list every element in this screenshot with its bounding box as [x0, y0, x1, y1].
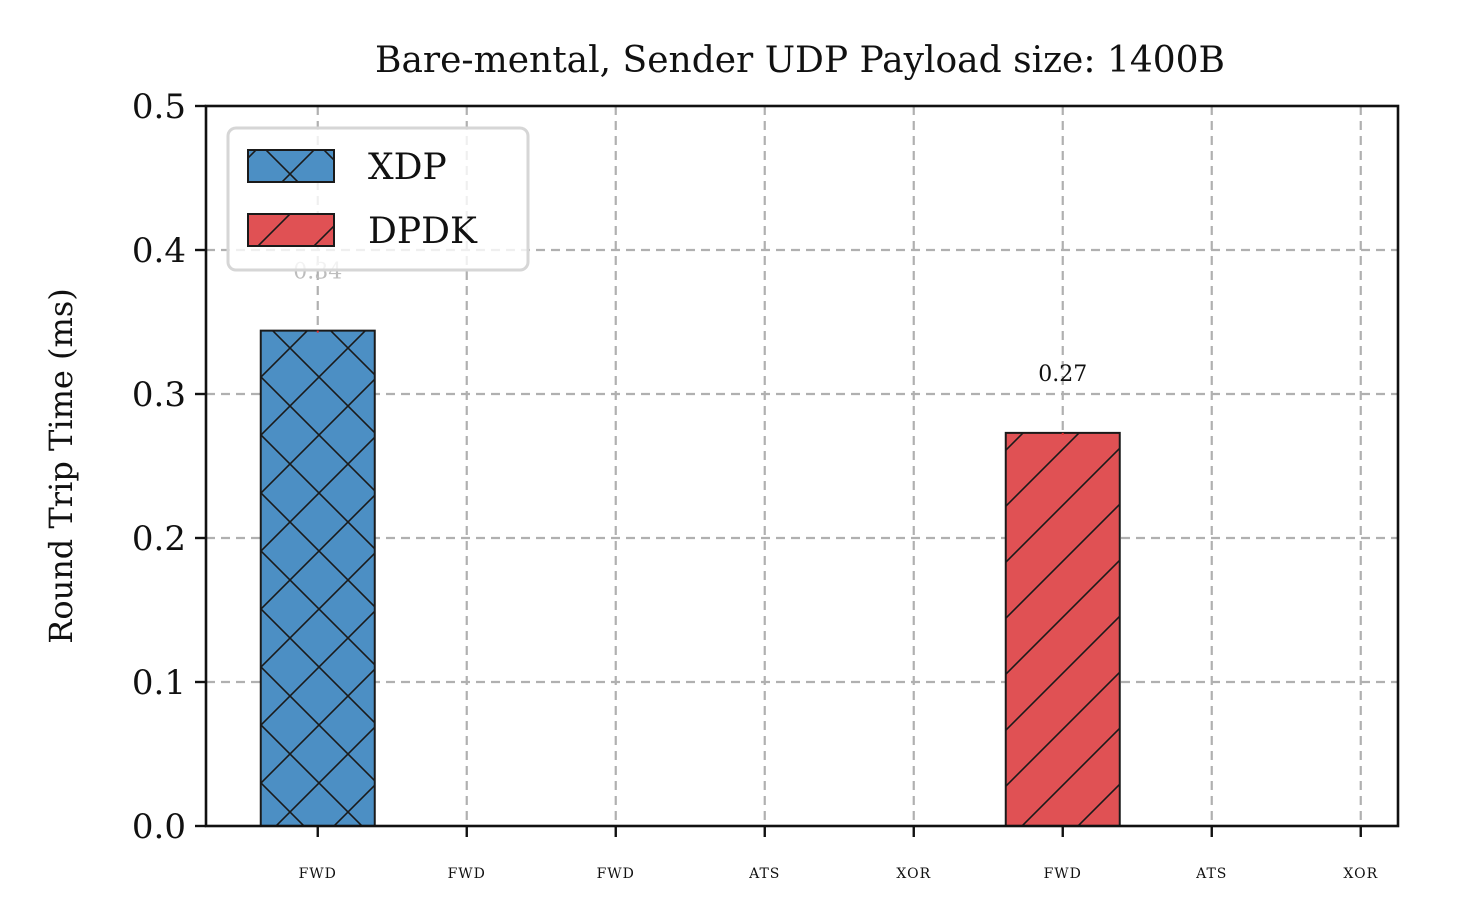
ytick-label-5: 0.5 — [132, 87, 186, 127]
bar-dpdk-5 — [1004, 431, 1121, 827]
xtick-label-2: FWD — [597, 866, 635, 882]
legend-item-xdp: XDP — [247, 147, 447, 188]
xtick-label-7: XOR — [1343, 866, 1378, 882]
value-label-dpdk-5: 0.27 — [1038, 362, 1087, 387]
value-labels: 0.340.27 — [293, 260, 1087, 387]
legend: XDP DPDK — [226, 126, 530, 272]
bars — [259, 329, 1121, 827]
legend-label-xdp: XDP — [368, 147, 447, 188]
ytick-label-3: 0.3 — [132, 375, 186, 415]
ytick-label-4: 0.4 — [132, 231, 186, 271]
xtick-label-4: XOR — [896, 866, 931, 882]
bar-xdp-0 — [259, 329, 376, 827]
ytick-label-1: 0.1 — [132, 663, 186, 703]
xtick-label-1: FWD — [448, 866, 486, 882]
xtick-label-0: FWD — [299, 866, 337, 882]
y-axis-label: Round Trip Time (ms) — [42, 288, 80, 644]
chart-title: Bare-mental, Sender UDP Payload size: 14… — [375, 40, 1225, 81]
plot-frame — [204, 104, 1400, 828]
xtick-label-6: ATS — [1195, 866, 1227, 882]
axis-ticks: 0.0 0.1 0.2 0.3 0.4 0.5 FWD FWD FWD ATS XOR FWD ATS X… — [132, 87, 1378, 882]
ytick-label-2: 0.2 — [132, 519, 186, 559]
ytick-label-0: 0.0 — [132, 807, 186, 847]
legend-item-dpdk: DPDK — [247, 211, 478, 252]
xtick-label-5: FWD — [1044, 866, 1082, 882]
legend-label-dpdk: DPDK — [368, 211, 478, 252]
xtick-label-3: ATS — [748, 866, 780, 882]
